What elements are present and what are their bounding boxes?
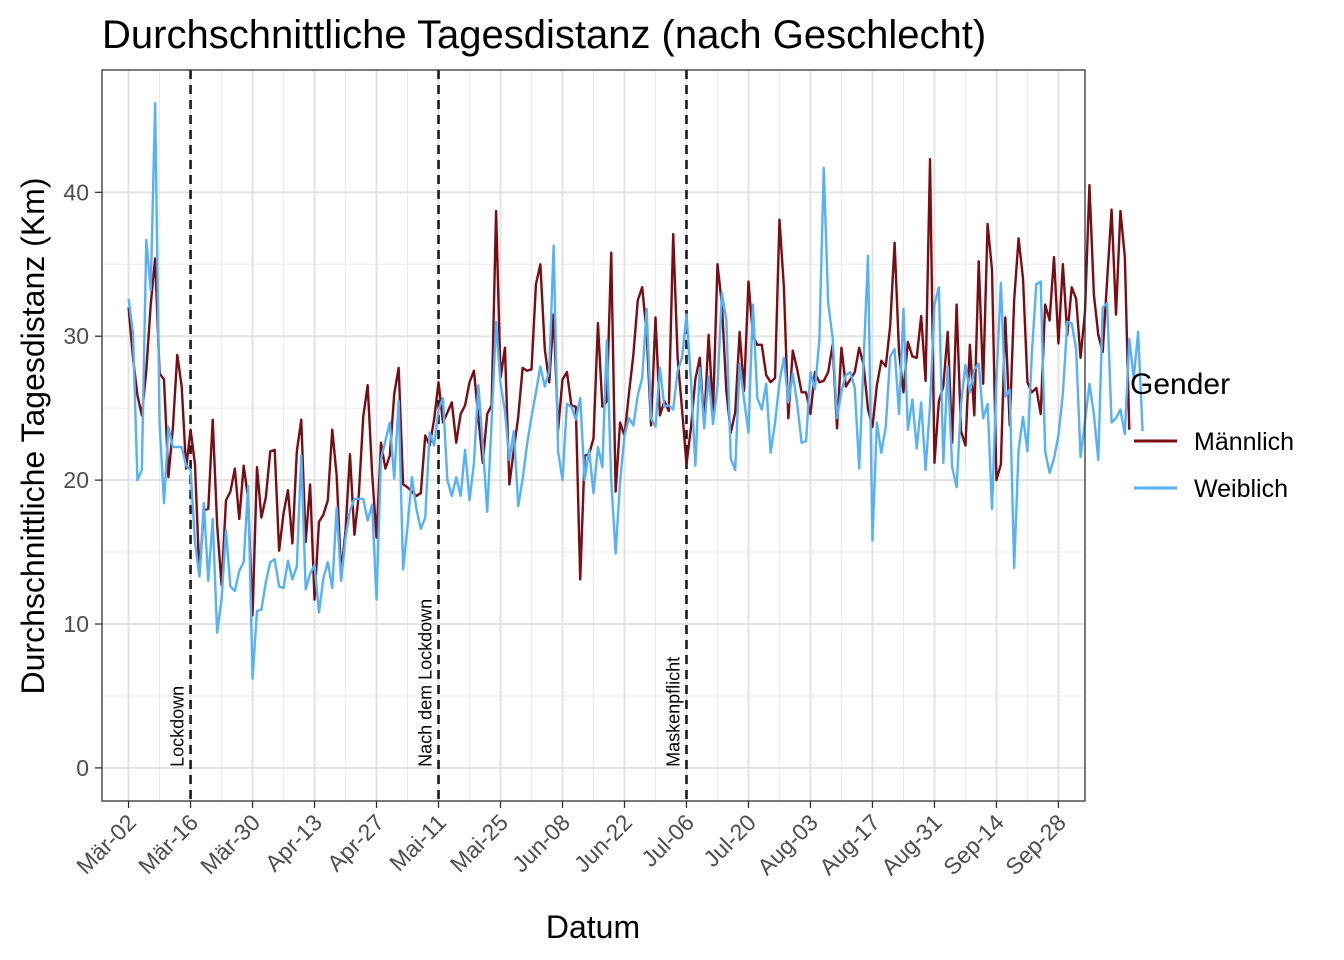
x-tick-label: Mär-16	[133, 809, 203, 879]
x-tick-label: Jul-20	[698, 809, 761, 872]
y-tick-label: 10	[63, 611, 89, 637]
event-label: Lockdown	[168, 686, 188, 767]
event-label: Nach dem Lockdown	[416, 599, 436, 767]
axis-ticks: 010203040Mär-02Mär-16Mär-30Apr-13Apr-27M…	[63, 179, 1071, 880]
grid-lines	[102, 70, 1085, 801]
x-tick-label: Jun-08	[507, 809, 575, 877]
x-tick-label: Jul-06	[636, 809, 699, 872]
x-tick-label: Mai-25	[445, 809, 513, 877]
legend: Gender Männlich Weiblich	[1130, 368, 1294, 503]
y-tick-label: 20	[63, 467, 89, 493]
y-tick-label: 0	[76, 755, 89, 781]
x-tick-label: Mär-02	[71, 809, 141, 879]
series-lines	[127, 101, 1144, 680]
x-tick-label: Apr-13	[260, 809, 327, 876]
x-tick-label: Sep-28	[1000, 809, 1071, 880]
x-axis-title: Datum	[546, 909, 640, 945]
chart-title: Durchschnittliche Tagesdistanz (nach Ges…	[102, 13, 986, 57]
x-tick-label: Sep-14	[938, 809, 1009, 880]
y-axis-title: Durchschnittliche Tagesdistanz (Km)	[15, 178, 51, 695]
series-line-1	[127, 101, 1144, 680]
legend-title: Gender	[1130, 368, 1230, 401]
x-tick-label: Mär-30	[195, 809, 265, 879]
legend-label-maennlich: Männlich	[1194, 428, 1294, 456]
x-tick-label: Aug-03	[752, 809, 823, 880]
y-tick-label: 30	[63, 323, 89, 349]
x-tick-label: Jun-22	[569, 809, 637, 877]
series-line-0	[127, 158, 1131, 617]
x-tick-label: Mai-11	[384, 809, 451, 876]
x-tick-label: Aug-31	[876, 809, 947, 880]
x-tick-label: Aug-17	[814, 809, 885, 880]
plot-panel-border	[101, 69, 1086, 802]
event-markers: Lockdown Nach dem Lockdown Maskenpflicht	[168, 70, 688, 801]
x-tick-label: Apr-27	[322, 809, 389, 876]
legend-label-weiblich: Weiblich	[1194, 475, 1288, 503]
y-tick-label: 40	[63, 179, 89, 205]
event-label: Maskenpflicht	[663, 657, 683, 767]
